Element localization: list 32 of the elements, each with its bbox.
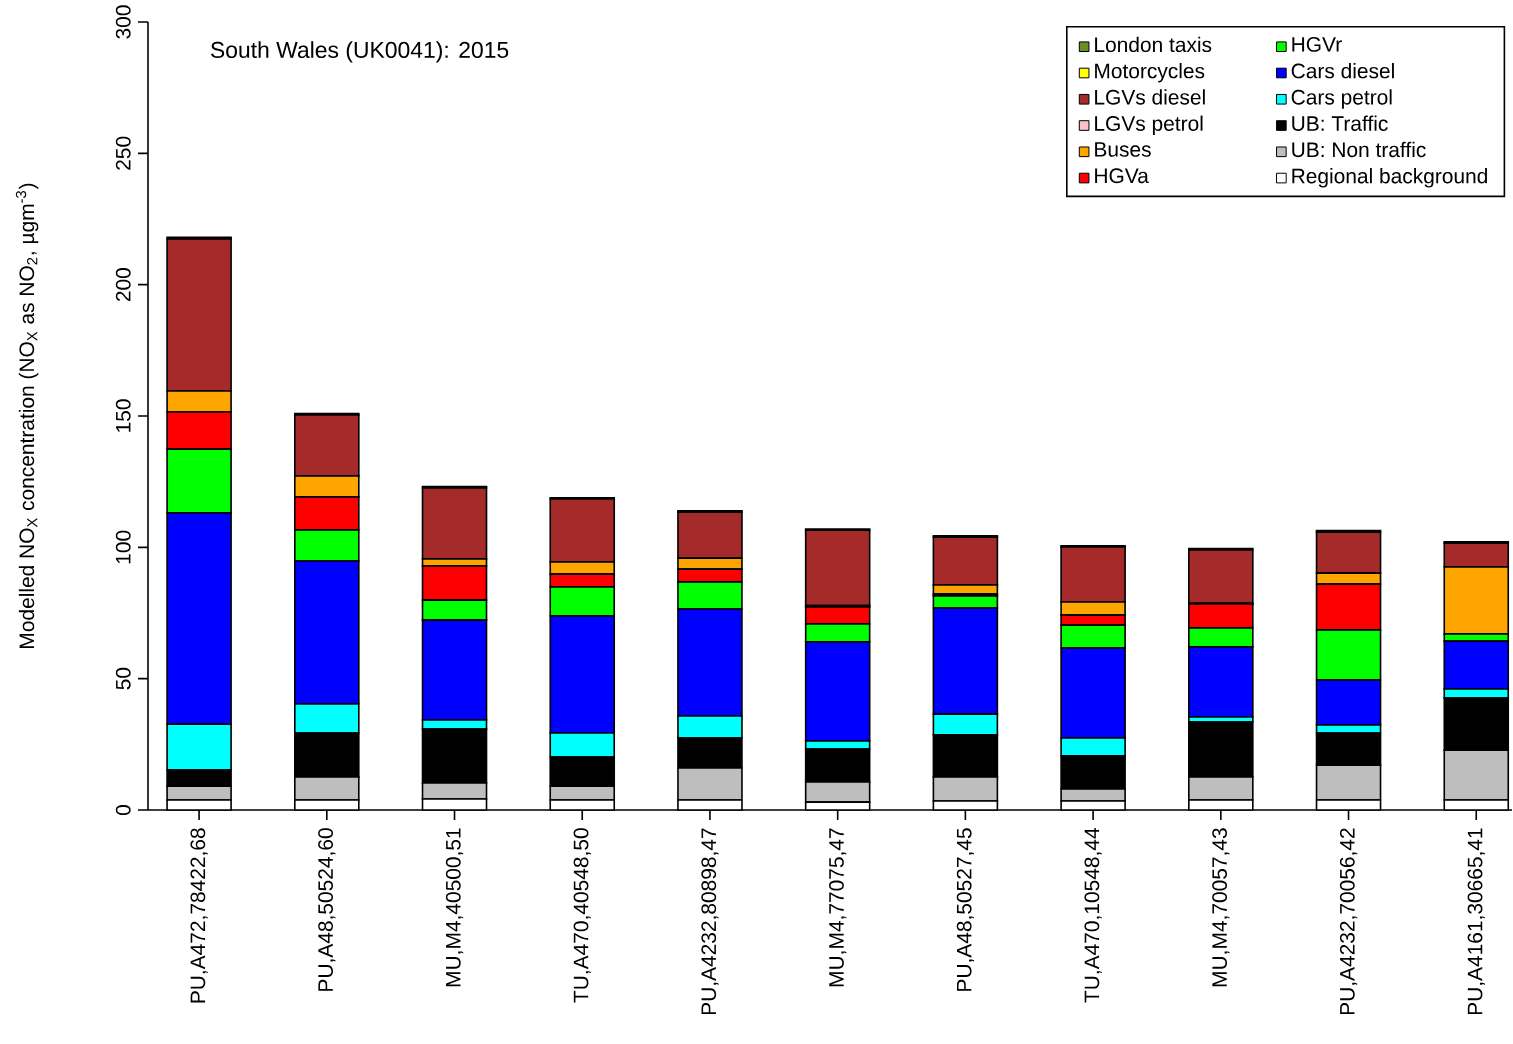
legend-label: HGVr (1292, 37, 1342, 52)
legend-label: LGVs petrol (1095, 115, 1203, 136)
legend-label: Buses (1095, 142, 1151, 157)
y-tick-label: 50 (115, 667, 131, 690)
x-tick-label: MU,M4,70057,43 (1212, 828, 1230, 987)
x-tick-label: PU,A4161,30665,41 (1467, 828, 1485, 1015)
y-tick-label: 0 (115, 805, 131, 816)
legend-label: UB: Non traffic (1292, 141, 1426, 158)
legend-label: Cars petrol (1291, 89, 1392, 109)
text: South Wales (UK0041): 2015 (210, 41, 509, 63)
x-tick-label: PU,A48,50524,60 (318, 828, 336, 991)
text: Modelled NO$_{X}$ concentration (NO$_{X}$ as NO$_{2}$, µgm$^{-3}$) (15, 183, 39, 648)
legend-label: UB: Traffic (1292, 115, 1388, 131)
y-tick-label: 250 (115, 136, 131, 170)
x-tick-label: PU,A472,78422,68 (190, 828, 208, 1003)
x-tick-label: MU,M4,77075,47 (829, 828, 847, 987)
legend-label: Cars diesel (1291, 63, 1394, 79)
y-tick-label: 300 (115, 5, 131, 39)
x-tick-label: TU,A470,40548,50 (573, 828, 591, 1003)
legend-label: HGVa (1095, 168, 1149, 184)
y-tick-label: 200 (115, 268, 131, 302)
x-tick-label: TU,A470,10548,44 (1084, 828, 1102, 1003)
x-tick-label: PU,A4232,80898,47 (701, 828, 719, 1015)
y-tick-label: 150 (115, 399, 131, 432)
legend-label: London taxis (1095, 36, 1212, 53)
y-tick-label: 100 (115, 530, 131, 564)
legend-label: Regional background (1292, 168, 1487, 188)
legend-label: Motorcycles (1095, 63, 1205, 83)
x-tick-label: MU,M4,40500,51 (445, 828, 464, 987)
x-tick-label: PU,A48,50527,45 (956, 828, 975, 991)
x-tick-label: PU,A4232,70056,42 (1339, 828, 1358, 1015)
legend-label: LGVs diesel (1095, 89, 1205, 105)
